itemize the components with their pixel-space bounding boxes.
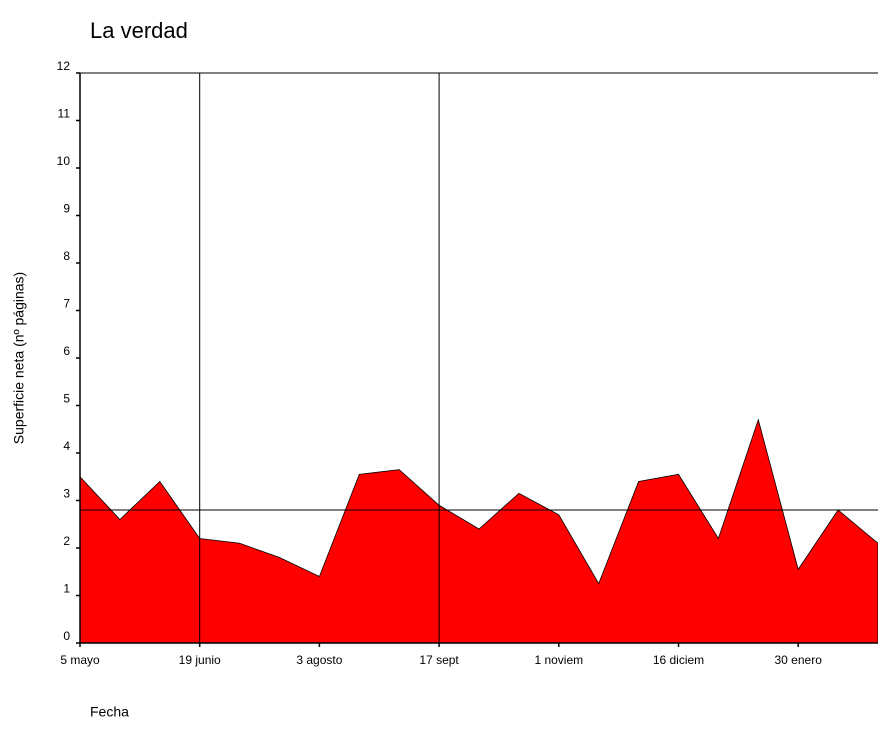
x-tick-label: 17 sept [419, 653, 459, 667]
area [79, 418, 878, 644]
y-tick-label: 5 [63, 392, 70, 406]
x-tick-label: 1 noviem [534, 653, 583, 667]
y-tick-label: 6 [63, 344, 70, 358]
x-tick-label: 5 mayo [60, 653, 100, 667]
x-tick-label: 19 junio [179, 653, 221, 667]
y-tick-label: 2 [63, 534, 70, 548]
y-tick-label: 9 [63, 202, 70, 216]
x-tick-label: 16 diciem [653, 653, 704, 667]
y-tick-label: 3 [63, 487, 70, 501]
y-tick-label: 4 [63, 439, 70, 453]
y-tick-label: 7 [63, 297, 70, 311]
y-tick-label: 1 [63, 582, 70, 596]
y-tick-label: 8 [63, 249, 70, 263]
y-tick-label: 10 [57, 154, 71, 168]
x-axis-title: Fecha [90, 704, 129, 720]
x-tick-label: 30 enero [775, 653, 823, 667]
y-tick-label: 0 [63, 629, 70, 643]
y-tick-label: 12 [57, 59, 71, 73]
x-tick-label: 3 agosto [296, 653, 342, 667]
y-tick-label: 11 [58, 107, 71, 121]
chart-title: La verdad [90, 18, 188, 43]
y-axis-title: Superficie neta (nº páginas) [11, 272, 27, 444]
